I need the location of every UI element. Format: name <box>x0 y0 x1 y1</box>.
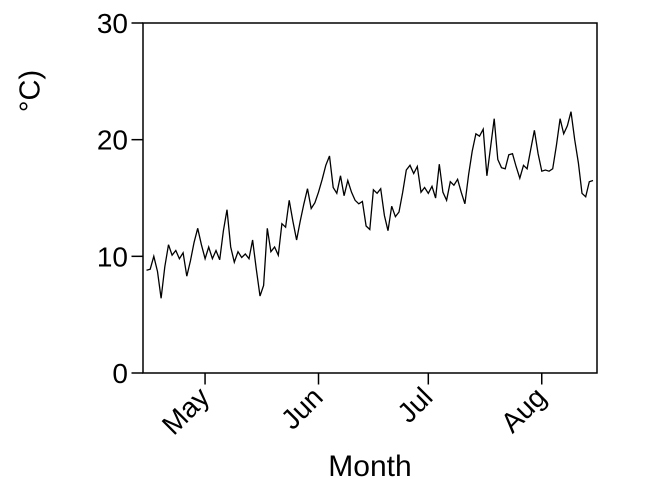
temperature-series-line <box>146 111 594 299</box>
x-tick-label: Jun <box>275 381 329 435</box>
y-tick-label: 10 <box>97 241 128 272</box>
x-tick-label: Aug <box>495 381 552 438</box>
x-tick-label: May <box>156 381 215 440</box>
y-tick-label: 0 <box>112 358 128 389</box>
plot-frame <box>142 22 598 374</box>
y-tick-label: 30 <box>97 8 128 39</box>
y-tick-label: 20 <box>97 125 128 156</box>
y-axis-label: °C) <box>14 69 47 113</box>
x-tick-label: Jul <box>391 381 438 428</box>
x-axis-label: Month <box>328 450 412 483</box>
